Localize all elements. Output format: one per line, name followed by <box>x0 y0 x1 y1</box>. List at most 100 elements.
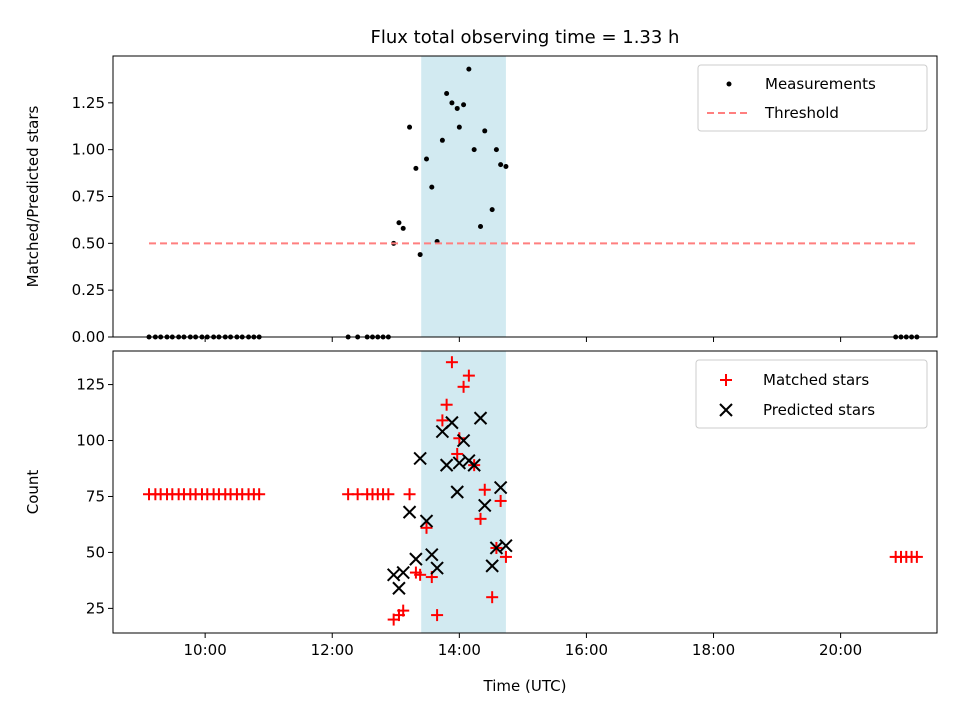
matched-star-marker <box>499 550 512 563</box>
legend-predicted-marker <box>719 403 733 417</box>
predicted-star-marker <box>456 433 471 448</box>
matched-star-marker <box>478 483 491 496</box>
legend-measurements-marker <box>726 81 732 87</box>
matched-star-marker <box>440 398 453 411</box>
x-tick-label: 20:00 <box>819 641 862 659</box>
legend-predicted-label: Predicted stars <box>763 401 875 419</box>
bottom-panel-x-ticks: 10:00 12:00 14:00 16:00 18:00 20:00 <box>184 633 862 659</box>
predicted-star-marker <box>450 485 464 499</box>
top-panel-frame <box>112 55 938 338</box>
measurement-point <box>456 124 462 130</box>
legend-threshold-label: Threshold <box>764 104 839 122</box>
measurement-point <box>449 100 455 106</box>
measurement-point <box>478 223 484 229</box>
matched-star-marker <box>420 521 433 534</box>
matched-star-marker <box>414 568 427 581</box>
y-tick-label: 0.25 <box>72 281 105 299</box>
x-tick-label: 12:00 <box>311 641 354 659</box>
predicted-star-marker <box>419 514 434 528</box>
top-panel-y-axis-label: Matched/Predicted stars <box>24 106 42 288</box>
measurement-point <box>503 164 509 170</box>
measurement-point <box>466 66 472 72</box>
matched-star-marker <box>457 380 470 393</box>
chart-title: Flux total observing time = 1.33 h <box>371 27 680 48</box>
y-tick-label: 125 <box>76 376 105 394</box>
matched-star-marker <box>436 414 449 427</box>
predicted-star-marker <box>425 547 439 562</box>
measurement-point <box>429 184 435 190</box>
measurement-point <box>493 147 499 153</box>
predicted-star-marker <box>402 505 417 519</box>
top-panel: 0.00 0.25 0.50 0.75 1.00 1.25 Matched/Predict… <box>24 55 938 346</box>
matched-star-marker <box>451 447 464 460</box>
predicted-star-marker <box>473 411 488 425</box>
measurement-point <box>407 124 413 130</box>
matched-star-marker <box>431 609 444 622</box>
matched-star-marker <box>474 512 487 525</box>
y-tick-label: 0.50 <box>72 234 105 252</box>
y-tick-label: 75 <box>86 487 105 505</box>
bottom-panel: 25 50 75 100 125 10:00 12:00 14:00 16:00 18:00 20… <box>24 350 938 695</box>
observing-window-shade-bottom <box>421 351 506 633</box>
bottom-panel-y-ticks: 25 50 75 100 125 <box>76 376 113 617</box>
matched-star-marker <box>462 369 475 382</box>
matched-star-marker <box>253 488 266 501</box>
measurement-point <box>461 102 467 108</box>
predicted-star-marker <box>392 581 406 595</box>
y-tick-label: 1.25 <box>72 94 105 112</box>
predicted-star-marker <box>409 552 423 566</box>
y-tick-label: 1.00 <box>72 141 105 159</box>
matched-star-marker <box>397 604 410 617</box>
y-tick-label: 0.75 <box>72 188 105 206</box>
predicted-star-marker <box>493 480 508 495</box>
y-tick-label: 0.00 <box>72 328 105 346</box>
bottom-panel-legend: Matched stars Predicted stars <box>695 359 928 429</box>
legend-matched-label: Matched stars <box>763 371 869 389</box>
legend-measurements-label: Measurements <box>765 75 876 93</box>
x-tick-label: 18:00 <box>692 641 735 659</box>
matched-star-marker <box>445 356 458 369</box>
measurement-point <box>498 162 504 168</box>
top-panel-x-ticks <box>204 337 842 342</box>
top-panel-legend: Measurements Threshold <box>697 64 928 132</box>
bottom-panel-marks <box>143 356 923 626</box>
x-tick-label: 16:00 <box>565 641 608 659</box>
measurement-point <box>439 137 445 143</box>
matched-star-marker <box>486 591 499 604</box>
x-tick-label: 14:00 <box>438 641 481 659</box>
y-tick-label: 100 <box>76 432 105 450</box>
matched-star-marker <box>910 550 923 563</box>
measurement-point <box>482 128 488 134</box>
predicted-star-marker <box>430 561 444 575</box>
measurement-point <box>417 252 423 258</box>
measurement-point <box>454 105 460 111</box>
bottom-panel-y-axis-label: Count <box>24 470 42 515</box>
predicted-star-marker <box>467 458 481 472</box>
bottom-panel-frame <box>112 350 938 634</box>
matched-star-marker <box>382 488 395 501</box>
matched-star-marker <box>494 494 507 507</box>
measurement-point <box>396 220 402 226</box>
measurement-point <box>471 147 477 153</box>
predicted-star-marker <box>439 458 454 472</box>
top-panel-y-ticks: 0.00 0.25 0.50 0.75 1.00 1.25 <box>72 94 113 346</box>
legend-matched-marker <box>720 374 732 386</box>
y-tick-label: 25 <box>86 599 105 617</box>
predicted-star-marker <box>413 451 427 466</box>
matched-star-marker <box>403 488 416 501</box>
x-tick-label: 10:00 <box>184 641 227 659</box>
measurement-point <box>489 207 495 213</box>
measurement-point <box>400 225 406 231</box>
matched-star-marker <box>453 432 466 445</box>
measurement-point <box>444 90 450 96</box>
observing-window-shade-top <box>421 56 506 337</box>
measurement-point <box>424 156 430 162</box>
y-tick-label: 50 <box>86 543 105 561</box>
predicted-star-marker <box>396 565 410 580</box>
x-axis-label: Time (UTC) <box>483 677 567 695</box>
predicted-star-marker <box>485 559 499 573</box>
predicted-star-marker <box>478 498 492 513</box>
measurement-point <box>413 165 419 171</box>
predicted-star-marker <box>445 415 459 430</box>
